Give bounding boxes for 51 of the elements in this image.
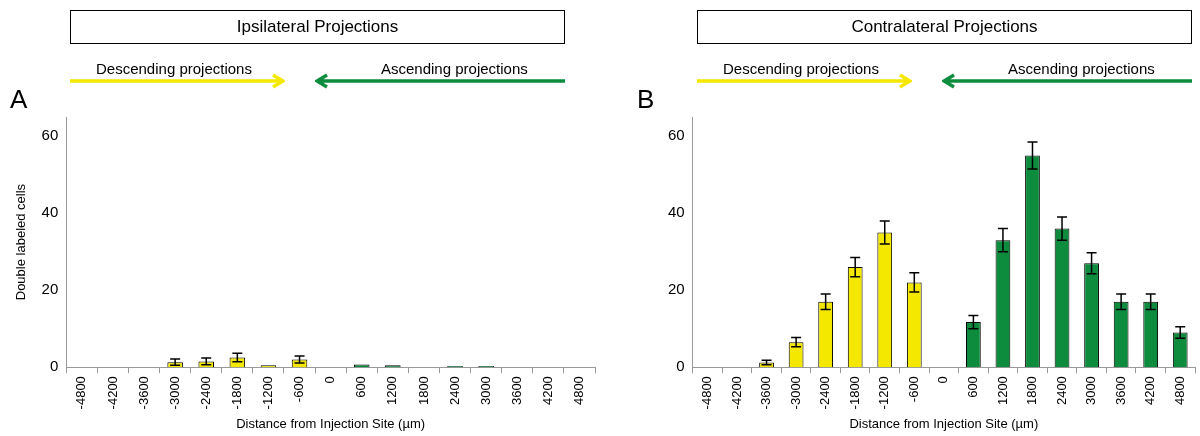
- x-tick-label: -1800: [846, 376, 862, 410]
- text: Descending projections: [96, 60, 252, 77]
- x-tick-label: 600: [964, 376, 980, 398]
- x-tick-label: -1200: [260, 376, 276, 410]
- x-axis-title: Distance from Injection Site (µm): [849, 415, 1039, 431]
- text: Ascending projections: [1008, 60, 1155, 77]
- x-tick-label: 4200: [539, 376, 555, 406]
- x-tick-label: 3000: [477, 376, 493, 406]
- x-tick-label: -4800: [699, 376, 715, 410]
- x-tick-label: -3600: [135, 376, 151, 410]
- x-tick-label: 4800: [571, 376, 587, 406]
- x-tick-label: 600: [353, 376, 369, 398]
- x-tick-label: 1800: [1024, 376, 1040, 406]
- y-tick-label: 40: [668, 203, 685, 221]
- chart-title: Ipsilateral Projections: [70, 10, 565, 44]
- text: Ascending projections: [381, 60, 528, 77]
- x-tick-label: -1800: [228, 376, 244, 410]
- text: B: [637, 84, 655, 115]
- x-tick-label: 0: [935, 376, 951, 384]
- x-tick-label: 2400: [1053, 376, 1069, 406]
- y-tick-label: 60: [668, 126, 685, 144]
- x-tick-label: -600: [905, 376, 921, 403]
- x-tick-label: -3000: [787, 376, 803, 410]
- x-tick-label: 4200: [1142, 376, 1158, 406]
- x-tick-label: -4200: [728, 376, 744, 410]
- y-tick-label: 20: [668, 280, 685, 298]
- x-axis-title: Distance from Injection Site (µm): [236, 415, 426, 431]
- text: A: [10, 84, 28, 115]
- x-tick-label: -1200: [876, 376, 892, 410]
- y-tick-label: 60: [41, 126, 59, 144]
- x-tick-label: -2400: [197, 376, 213, 410]
- x-tick-label: 4800: [1171, 376, 1187, 406]
- x-tick-label: -2400: [817, 376, 833, 410]
- x-tick-label: 1800: [415, 376, 431, 406]
- y-tick-label: 20: [41, 280, 59, 298]
- y-tick-label: 40: [41, 203, 59, 221]
- x-tick-label: 3600: [1112, 376, 1128, 406]
- x-tick-label: 3000: [1083, 376, 1099, 406]
- x-tick-label: 0: [322, 376, 338, 384]
- text: Descending projections: [723, 60, 879, 77]
- x-tick-label: -4800: [73, 376, 89, 410]
- x-tick-label: -3000: [166, 376, 182, 410]
- x-tick-label: 1200: [994, 376, 1010, 406]
- x-tick-label: 1200: [384, 376, 400, 406]
- y-axis-title: Double labeled cells: [13, 183, 29, 301]
- x-tick-label: -600: [291, 376, 307, 403]
- x-tick-label: 3600: [508, 376, 524, 406]
- x-tick-label: 2400: [446, 376, 462, 406]
- chart-title: Contralateral Projections: [697, 10, 1192, 44]
- x-tick-label: -4200: [104, 376, 120, 410]
- x-tick-label: -3600: [758, 376, 774, 410]
